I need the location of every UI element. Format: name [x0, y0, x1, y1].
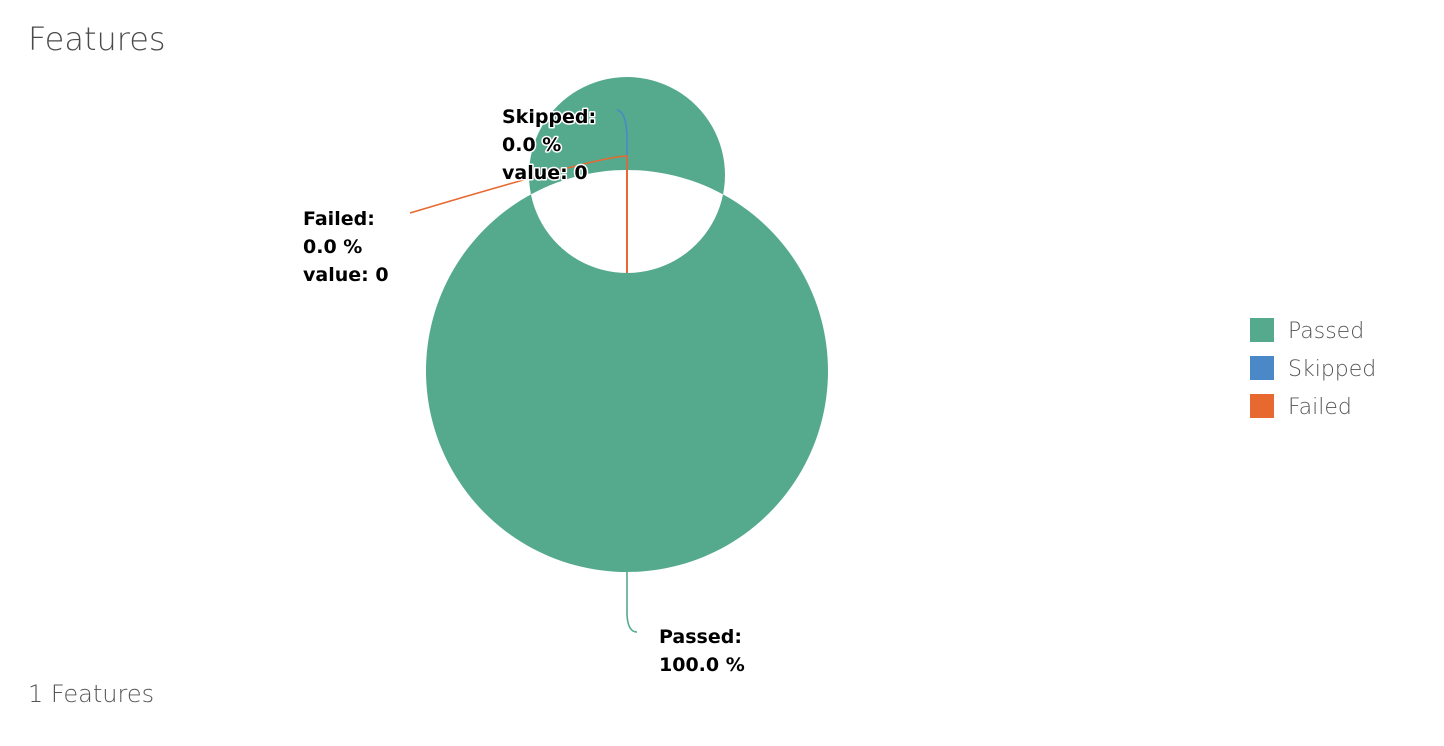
leader-line-failed — [409, 155, 628, 214]
features-count: 1 Features — [28, 680, 155, 708]
label-leader-lines — [409, 109, 638, 633]
data-label-failed-halo-line: Failed: — [303, 208, 375, 230]
legend-label-passed: Passed — [1288, 319, 1364, 344]
legend-item-skipped[interactable]: Skipped — [1250, 356, 1376, 382]
data-label-passed-line: Passed: — [659, 626, 742, 648]
legend-item-passed[interactable]: Passed — [1250, 318, 1364, 344]
legend-swatch-skipped — [1250, 356, 1274, 380]
data-label-skipped: Skipped: 0.0 % value: 0 — [502, 106, 596, 184]
legend-swatch-failed — [1250, 394, 1274, 418]
leader-line-passed — [626, 572, 638, 633]
data-label-failed-halo-line: value: 0 — [303, 264, 389, 286]
legend-item-failed[interactable]: Failed — [1250, 394, 1352, 420]
donut-slices — [425, 76, 828, 573]
leader-line-skipped — [616, 109, 628, 170]
data-label-failed-line: Failed: — [303, 208, 375, 230]
data-label-skipped-halo-line: value: 0 — [502, 162, 588, 184]
data-label-passed-halo: Passed: 100.0 % — [659, 626, 745, 676]
legend-label-skipped: Skipped — [1288, 357, 1376, 382]
legend-swatch-passed — [1250, 318, 1274, 342]
data-label-passed-halo-line: Passed: — [659, 626, 742, 648]
data-label-failed: Failed: 0.0 % value: 0 — [303, 208, 389, 286]
data-label-skipped-line: Skipped: — [502, 106, 596, 128]
legend-label-failed: Failed — [1288, 395, 1352, 420]
data-label-failed-line: value: 0 — [303, 264, 389, 286]
slice-passed — [425, 76, 828, 573]
chart-title: Features — [28, 20, 166, 58]
data-label-passed-line: 100.0 % — [659, 654, 745, 676]
data-label-skipped-halo: Skipped: 0.0 % value: 0 — [502, 106, 596, 184]
data-label-passed-halo-line: 100.0 % — [659, 654, 745, 676]
data-labels: Passed: 100.0 %Passed: 100.0 % Skipped: 0.0 … — [302, 105, 747, 678]
data-label-failed-halo-line: 0.0 % — [303, 236, 362, 258]
data-label-passed: Passed: 100.0 % — [659, 626, 745, 676]
data-label-failed-line: 0.0 % — [303, 236, 362, 258]
data-label-skipped-halo-line: Skipped: — [502, 106, 596, 128]
chart-legend: Passed Skipped Failed — [1250, 318, 1376, 420]
data-label-skipped-line: 0.0 % — [502, 134, 561, 156]
data-label-skipped-line: value: 0 — [502, 162, 588, 184]
data-label-skipped-halo-line: 0.0 % — [502, 134, 561, 156]
data-label-failed-halo: Failed: 0.0 % value: 0 — [303, 208, 389, 286]
